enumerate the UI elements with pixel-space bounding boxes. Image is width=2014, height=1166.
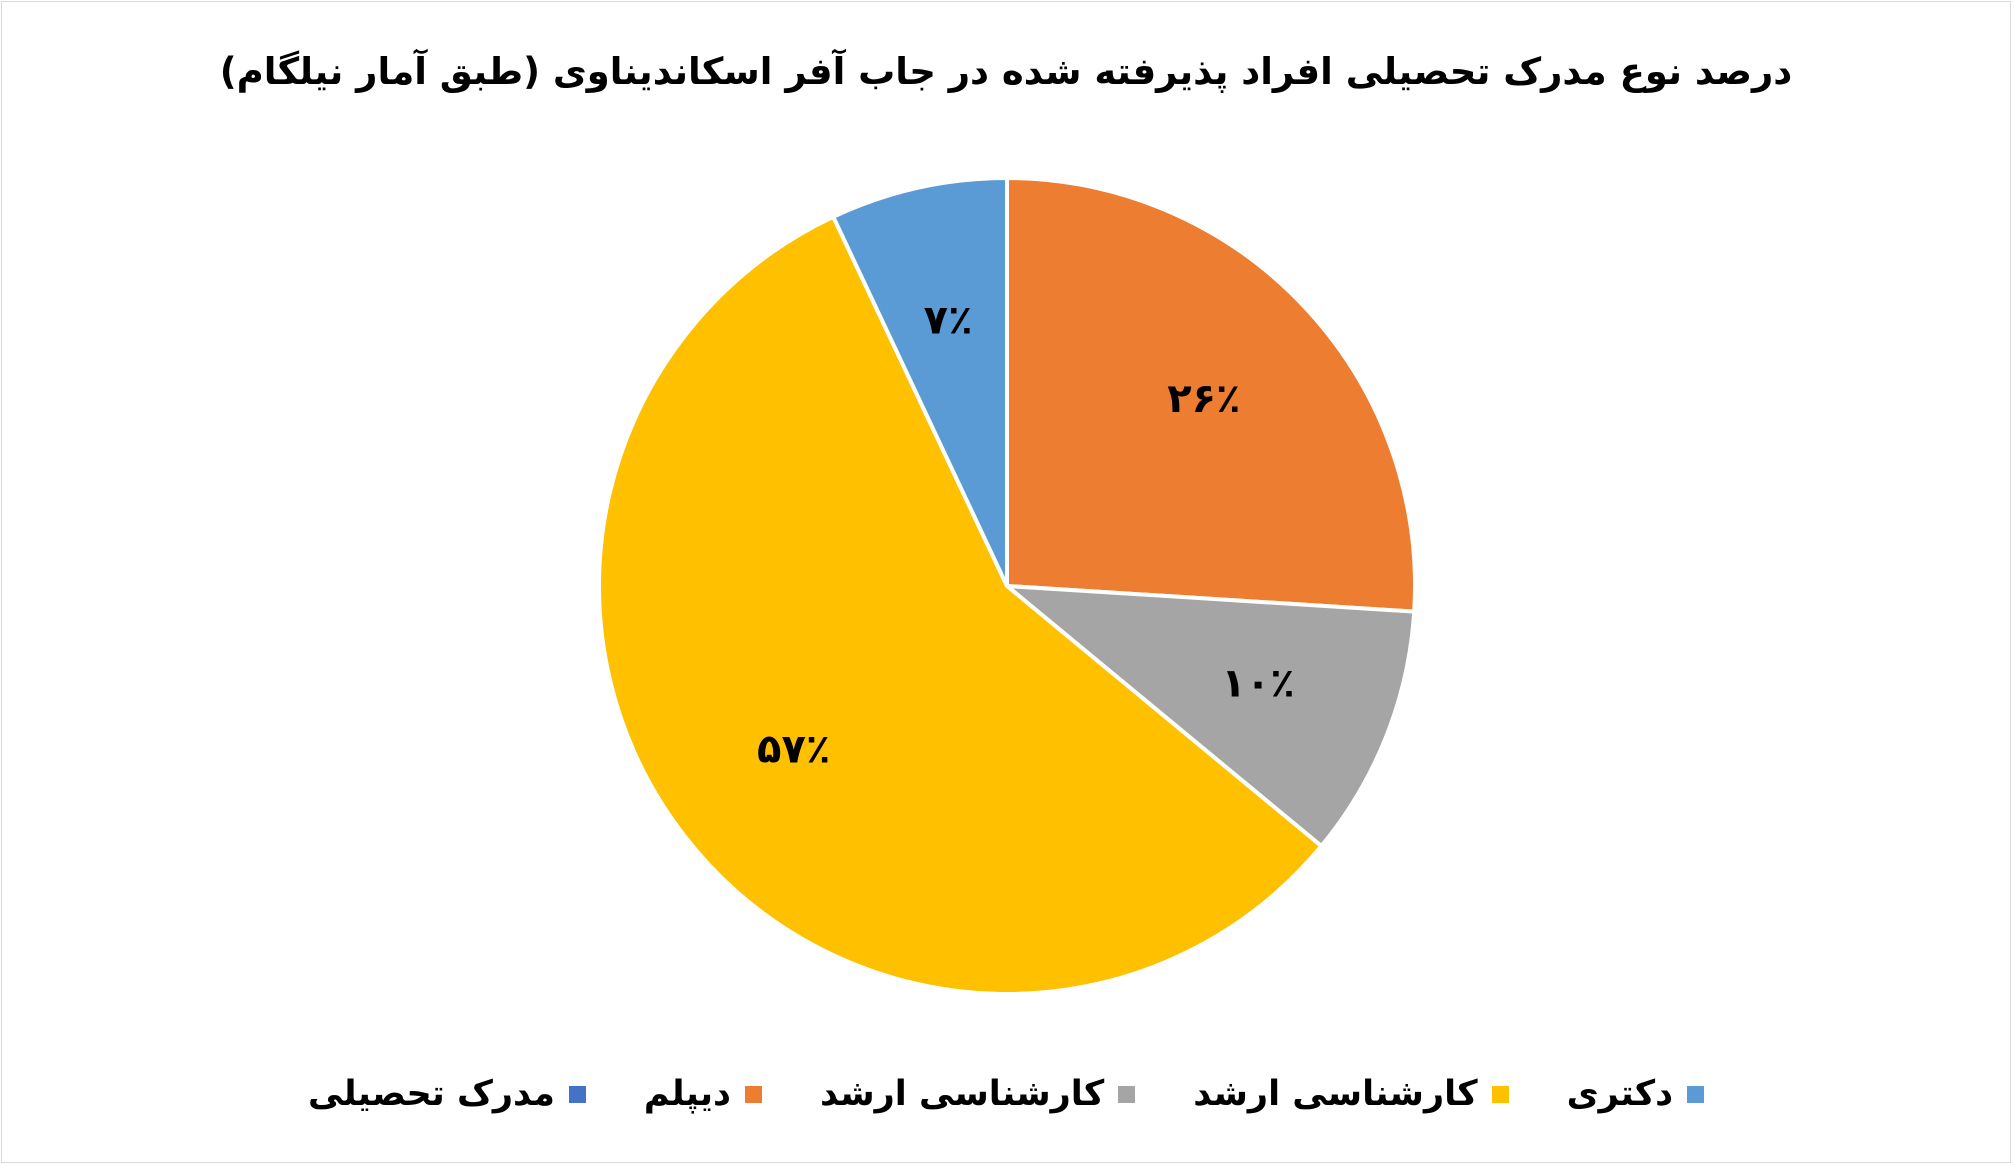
legend-swatch <box>1118 1085 1136 1103</box>
legend-item-masters: کارشناسی ارشد <box>1193 1074 1509 1114</box>
legend-label: مدرک تحصیلی <box>307 1074 555 1114</box>
legend-label: کارشناسی ارشد <box>1193 1074 1478 1114</box>
legend-label: کارشناسی ارشد <box>820 1074 1105 1114</box>
pie-slice-1 <box>1000 583 1417 849</box>
chart-title: درصد نوع مدرک تحصیلی افراد پذیرفته شده د… <box>219 50 1793 93</box>
legend-swatch <box>568 1085 586 1103</box>
legend-label: دیپلم <box>643 1074 731 1114</box>
slice-label-0: ۲۶٪ <box>1167 376 1240 422</box>
legend-item-masters-2: کارشناسی ارشد <box>820 1074 1136 1114</box>
pie-slice-2 <box>597 214 1325 996</box>
legend-swatch <box>1491 1085 1509 1103</box>
legend-label: دکتری <box>1566 1074 1674 1114</box>
slice-label-1: ۱۰٪ <box>1221 660 1294 706</box>
pie-slice-3 <box>830 175 1009 587</box>
legend-item-diploma: دیپلم <box>644 1074 762 1114</box>
slice-label-3: ۷٪ <box>924 298 973 344</box>
legend-swatch <box>1687 1085 1705 1103</box>
pie-slice-0 <box>1005 175 1417 614</box>
slice-label-2: ۵۷٪ <box>757 726 830 772</box>
legend: دکتری کارشناسی ارشد کارشناسی ارشد دیپلم … <box>2 1074 2010 1114</box>
legend-item-doctorate: دکتری <box>1566 1074 1705 1114</box>
legend-item-degree: مدرک تحصیلی <box>308 1074 586 1114</box>
legend-swatch <box>745 1085 762 1103</box>
